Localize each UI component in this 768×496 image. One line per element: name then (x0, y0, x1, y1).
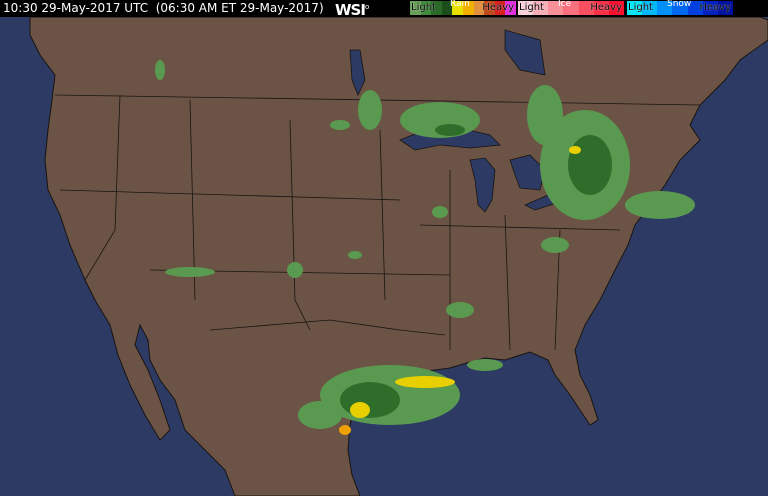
legend-rain-swatch (473, 1, 485, 15)
legend-snow-swatch (687, 1, 703, 15)
legend-rain-swatch (410, 1, 421, 15)
legend-snow-light-label: Light (628, 2, 653, 13)
legend-ice-heavy-label: Heavy (590, 2, 622, 13)
legend-rain-heavy-label: Heavy (482, 2, 514, 13)
legend-rain-swatch (420, 1, 432, 15)
legend-snow-title: Snow (667, 0, 692, 9)
precip-texas-gulf-core (340, 382, 400, 418)
lake-winnipeg (349, 49, 366, 97)
legend-rain-swatch (462, 1, 474, 15)
legend-snow-swatch (672, 1, 688, 15)
legend-snow-swatch (657, 1, 673, 15)
lake-huron (509, 154, 546, 191)
timestamp: 10:30 29-May-2017 UTC (06:30 AM ET 29-Ma… (3, 1, 324, 15)
legend-rain: Light Heavy Rain (410, 0, 516, 15)
hudson-bay-inlet (504, 29, 546, 76)
legend-rain-light-label: Light (411, 2, 436, 13)
legend-snow-swatch (702, 1, 718, 15)
legend-rain-swatch (431, 1, 442, 15)
legend-rain-swatch (505, 1, 516, 15)
legend-ice-swatch (533, 1, 549, 15)
legend-ice-swatch (563, 1, 579, 15)
legend-rain-swatch (452, 1, 463, 15)
legend-ice-swatch (578, 1, 594, 15)
legend-ice-title: Ice (558, 0, 572, 9)
legend-ice: Light Heavy Ice (518, 0, 624, 15)
legend-ice-swatch (548, 1, 564, 15)
lake-michigan (469, 157, 496, 213)
legend-rain-swatch (441, 1, 453, 15)
legend-snow-swatch (717, 1, 733, 15)
legend-snow-swatch (627, 1, 643, 15)
precip-texas-heavy (395, 376, 455, 388)
wsi-logo: WSIo (335, 1, 369, 19)
header-bar: 10:30 29-May-2017 UTC (06:30 AM ET 29-Ma… (0, 0, 768, 19)
legend-snow-swatch (642, 1, 658, 15)
legend-rain-swatch (494, 1, 506, 15)
precipitation-echoes (155, 60, 695, 435)
legend-snow: Light Heavy Snow (627, 0, 733, 15)
legend-ice-swatch (518, 1, 534, 15)
legend-rain-swatch (484, 1, 495, 15)
legend-rain-title: Rain (450, 0, 470, 9)
legend-ice-swatch (608, 1, 624, 15)
legend-snow-heavy-label: Heavy (699, 2, 731, 13)
legend-ice-swatch (593, 1, 609, 15)
legend-ice-light-label: Light (519, 2, 544, 13)
